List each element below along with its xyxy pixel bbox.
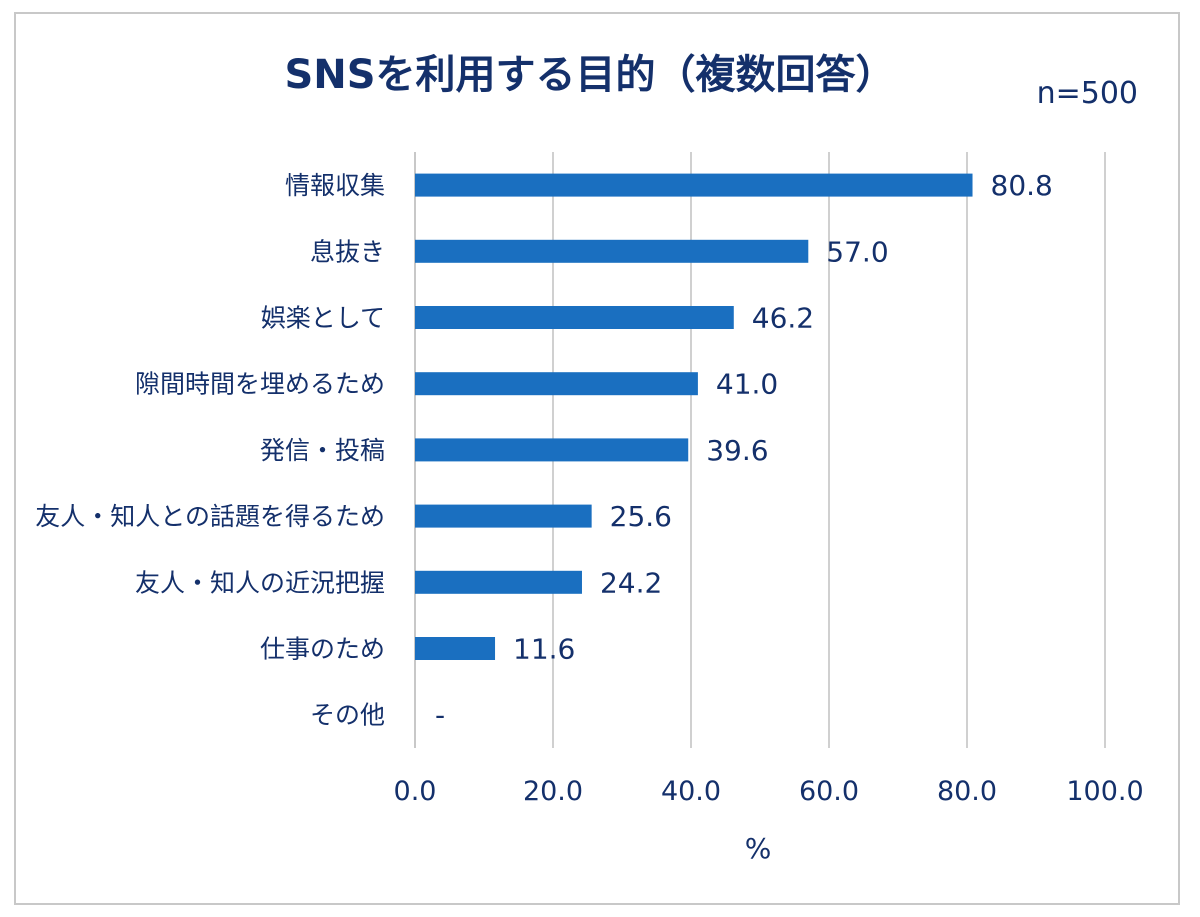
category-label: 友人・知人との話題を得るため <box>35 502 385 531</box>
category-label: 友人・知人の近況把握 <box>135 568 385 597</box>
category-label: 息抜き <box>310 237 385 266</box>
data-label: 57.0 <box>826 235 888 268</box>
data-label: - <box>435 699 445 732</box>
x-tick-label: 80.0 <box>937 776 997 807</box>
data-label: 11.6 <box>513 633 575 666</box>
data-label: 46.2 <box>752 302 814 335</box>
sample-size-label: n=500 <box>1036 76 1138 111</box>
x-tick-label: 0.0 <box>394 776 437 807</box>
data-label: 80.8 <box>991 169 1053 202</box>
bar <box>415 637 496 660</box>
x-axis-title: % <box>745 832 772 865</box>
bar <box>415 438 689 462</box>
data-label: 25.6 <box>610 500 672 533</box>
category-label: その他 <box>310 701 385 730</box>
category-label: 発信・投稿 <box>260 436 385 465</box>
x-tick-label: 100.0 <box>1066 776 1143 807</box>
chart-title: SNSを利用する目的（複数回答） <box>284 52 896 98</box>
data-label: 41.0 <box>716 368 778 401</box>
category-label: 隙間時間を埋めるため <box>135 370 385 399</box>
bar <box>415 173 973 197</box>
bar <box>415 239 809 263</box>
category-label: 情報収集 <box>285 171 385 200</box>
x-tick-label: 20.0 <box>523 776 583 807</box>
category-label: 娯楽として <box>261 304 385 333</box>
category-label: 仕事のため <box>260 635 385 664</box>
data-label: 39.6 <box>706 434 768 467</box>
data-label: 24.2 <box>600 566 662 599</box>
x-tick-label: 60.0 <box>799 776 859 807</box>
x-tick-label: 40.0 <box>661 776 721 807</box>
bar <box>415 504 592 528</box>
bar <box>415 372 698 396</box>
bar <box>415 570 582 594</box>
bar <box>415 306 734 329</box>
